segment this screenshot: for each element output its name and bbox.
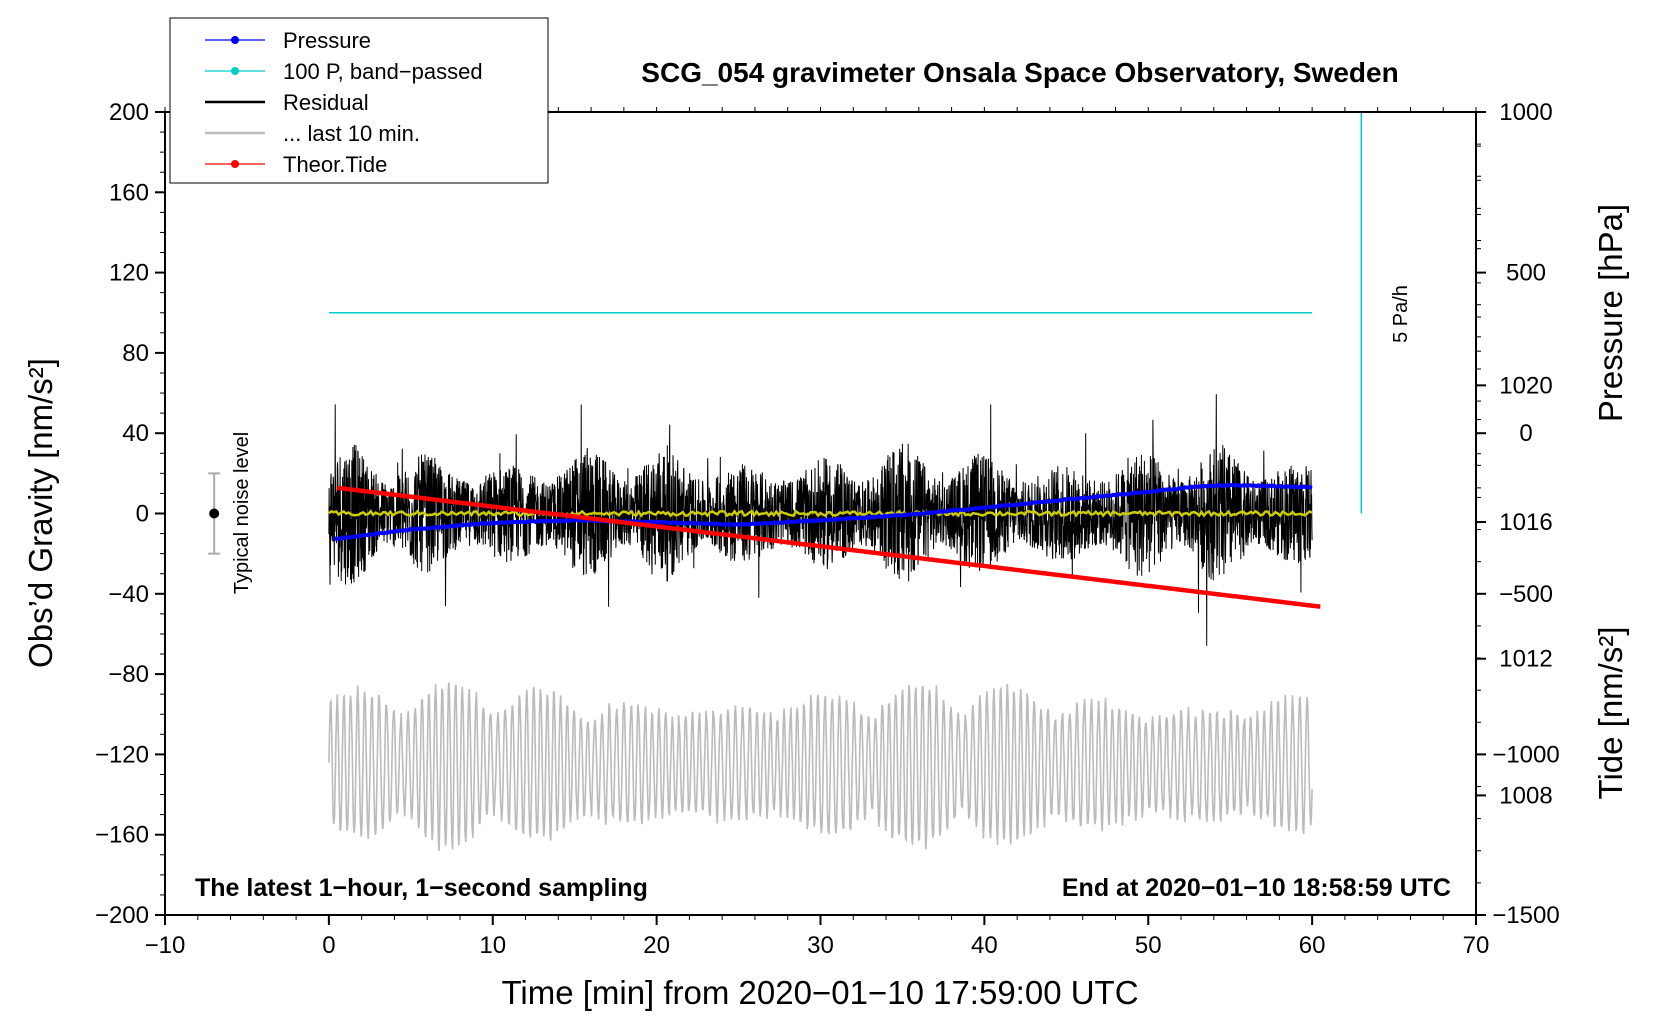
legend-label-1: 100 P, band−passed bbox=[283, 59, 483, 84]
note-end-time: End at 2020−01−10 18:58:59 UTC bbox=[1062, 874, 1451, 902]
y-tick-label-pressure: 1020 bbox=[1499, 372, 1552, 399]
y-tick-label-pressure: 1012 bbox=[1499, 646, 1552, 673]
y-tick-label-tide: 500 bbox=[1506, 260, 1546, 287]
x-tick-label: 10 bbox=[479, 932, 506, 959]
y-tick-label-pressure: 1016 bbox=[1499, 509, 1552, 536]
legend-label-4: Theor.Tide bbox=[283, 152, 387, 177]
y-tick-label-left: 120 bbox=[109, 260, 149, 287]
series-theor-tide bbox=[336, 485, 1321, 609]
y-tick-label-left: 160 bbox=[109, 179, 149, 206]
series-residual-mean bbox=[328, 509, 1313, 518]
y-tick-label-left: −80 bbox=[108, 661, 149, 688]
x-tick-label: 20 bbox=[643, 932, 670, 959]
y-axis-title-pressure: Pressure [hPa] bbox=[1592, 204, 1629, 422]
y-tick-label-left: 200 bbox=[109, 99, 149, 126]
note-sampling: The latest 1−hour, 1−second sampling bbox=[195, 874, 648, 902]
x-tick-label: 30 bbox=[807, 932, 834, 959]
legend-label-2: Residual bbox=[283, 90, 369, 115]
series-pressure bbox=[333, 482, 1313, 541]
y-tick-label-tide: 1000 bbox=[1499, 99, 1552, 126]
y-tick-label-tide: −500 bbox=[1499, 581, 1553, 608]
chart-title: SCG_054 gravimeter Onsala Space Observat… bbox=[641, 57, 1398, 88]
legend-marker-4 bbox=[231, 160, 239, 168]
x-tick-label: 70 bbox=[1463, 932, 1490, 959]
x-tick-label: 60 bbox=[1299, 932, 1326, 959]
series-last-10-min bbox=[328, 682, 1313, 851]
y-tick-label-left: 0 bbox=[136, 501, 149, 528]
cyan-bar-label: 5 Pa/h bbox=[1390, 285, 1412, 343]
y-tick-label-tide: −1500 bbox=[1492, 902, 1559, 929]
y-axis-title-tide: Tide [nm/s²] bbox=[1592, 627, 1629, 800]
y-tick-label-tide: −1000 bbox=[1492, 741, 1559, 768]
y-tick-label-left: 40 bbox=[122, 420, 149, 447]
y-tick-label-pressure: 1008 bbox=[1499, 782, 1552, 809]
x-axis-title: Time [min] from 2020−01−10 17:59:00 UTC bbox=[501, 974, 1138, 1011]
legend-marker-0 bbox=[231, 36, 239, 44]
legend: Pressure 100 P, band−passed Residual ... la… bbox=[169, 17, 549, 184]
y-tick-label-left: −200 bbox=[95, 902, 149, 929]
x-tick-label: 0 bbox=[322, 932, 335, 959]
x-tick-label: 40 bbox=[971, 932, 998, 959]
legend-label-3: ... last 10 min. bbox=[283, 121, 420, 146]
noise-level-label: Typical noise level bbox=[231, 432, 253, 594]
y-tick-label-left: −40 bbox=[108, 581, 149, 608]
legend-label-0: Pressure bbox=[283, 28, 371, 53]
y-axis-title-left: Obs’d Gravity [nm/s²] bbox=[22, 358, 59, 668]
x-tick-label: 50 bbox=[1135, 932, 1162, 959]
y-tick-label-left: −160 bbox=[95, 822, 149, 849]
noise-bar-point bbox=[209, 508, 220, 519]
x-tick-label: −10 bbox=[145, 932, 186, 959]
legend-marker-1 bbox=[231, 67, 239, 75]
y-tick-label-tide: 0 bbox=[1519, 420, 1532, 447]
legend-box bbox=[169, 17, 549, 184]
y-tick-label-left: −120 bbox=[95, 741, 149, 768]
y-tick-label-left: 80 bbox=[122, 340, 149, 367]
